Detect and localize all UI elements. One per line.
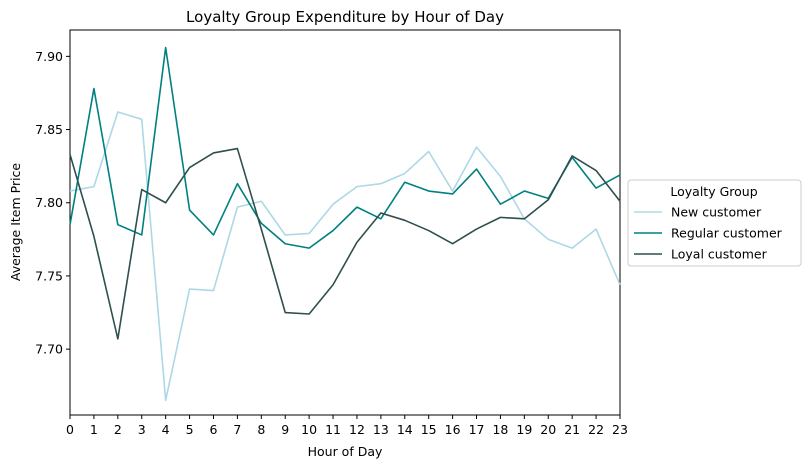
x-tick-label: 20 — [540, 422, 556, 437]
x-tick-label: 5 — [186, 422, 194, 437]
series-line-2 — [69, 147, 621, 340]
x-tick-label: 22 — [588, 422, 604, 437]
y-tick-label: 7.90 — [35, 49, 63, 64]
x-tick-label: 18 — [492, 422, 508, 437]
x-axis-label: Hour of Day — [308, 444, 383, 459]
x-tick-label: 3 — [138, 422, 146, 437]
x-tick-label: 12 — [349, 422, 365, 437]
series-lines — [69, 46, 621, 402]
y-tick-label: 7.75 — [35, 268, 63, 283]
x-tick-label: 1 — [90, 422, 98, 437]
y-tick-label: 7.80 — [35, 195, 63, 210]
legend-title: Loyalty Group — [670, 184, 757, 199]
x-tick-label: 21 — [564, 422, 580, 437]
x-tick-label: 7 — [233, 422, 241, 437]
legend-label-1: Regular customer — [671, 226, 783, 241]
y-tick-label: 7.85 — [35, 122, 63, 137]
x-tick-label: 6 — [210, 422, 218, 437]
x-tick-label: 4 — [162, 422, 170, 437]
chart-title: Loyalty Group Expenditure by Hour of Day — [186, 8, 504, 26]
y-tick-label: 7.70 — [35, 342, 63, 357]
x-tick-label: 23 — [612, 422, 628, 437]
x-tick-label: 11 — [325, 422, 341, 437]
y-axis: 7.70 7.75 7.80 7.85 7.90 — [35, 49, 70, 357]
x-tick-label: 2 — [114, 422, 122, 437]
x-tick-label: 0 — [66, 422, 74, 437]
x-tick-label: 13 — [373, 422, 389, 437]
legend-box — [627, 179, 802, 267]
x-tick-label: 17 — [469, 422, 485, 437]
x-tick-label: 9 — [281, 422, 289, 437]
legend-label-2: Loyal customer — [671, 247, 768, 262]
x-tick-label: 8 — [257, 422, 265, 437]
x-tick-label: 10 — [301, 422, 317, 437]
x-tick-label: 19 — [516, 422, 532, 437]
x-axis: 0 1 2 3 4 5 6 7 8 9 10 11 12 13 14 15 16 17 18 19 20 21 22 23 — [66, 415, 628, 437]
legend: Loyalty Group New customer Regular custom… — [627, 179, 802, 267]
x-tick-label: 15 — [421, 422, 437, 437]
x-tick-label: 16 — [445, 422, 461, 437]
x-tick-label: 14 — [397, 422, 413, 437]
plot-area — [69, 29, 621, 416]
y-axis-label: Average Item Price — [8, 163, 23, 282]
series-line-1 — [69, 46, 621, 249]
series-line-0 — [69, 111, 621, 402]
legend-label-0: New customer — [671, 205, 762, 220]
